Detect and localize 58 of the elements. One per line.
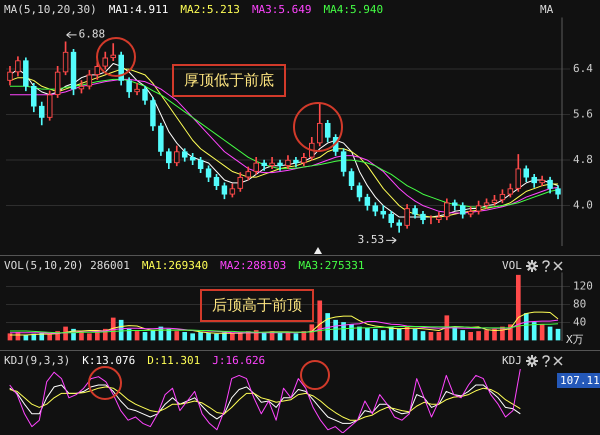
text: KDJ [502, 354, 522, 367]
y-tick-label: 6.4 [573, 62, 594, 76]
text: MA1:269340 [142, 259, 208, 272]
bar [380, 330, 386, 340]
y-tick-label: 4.0 [573, 198, 593, 212]
y-tick-label: 5.6 [573, 108, 593, 121]
bar [357, 326, 362, 340]
candlestick [78, 80, 84, 94]
bar [428, 332, 434, 340]
bar [516, 274, 521, 340]
bar [278, 332, 282, 340]
bar [134, 331, 140, 340]
bar [532, 322, 537, 340]
bar [436, 332, 442, 340]
bar [492, 328, 497, 340]
bar [8, 333, 12, 340]
bar [468, 332, 473, 340]
bar [420, 331, 426, 340]
bar [349, 324, 354, 340]
text: MA2:5.213 [180, 3, 240, 16]
bar [556, 328, 560, 340]
bar [373, 328, 378, 340]
text: MA4:5.940 [324, 3, 384, 16]
annotation: 厚顶低于前底 [172, 64, 286, 97]
chart-title: KDJ(9,3,3) [4, 354, 70, 367]
bar [142, 332, 148, 340]
bar [540, 324, 544, 340]
text: 107.11 [557, 373, 600, 388]
bar [47, 334, 52, 340]
y-tick-label: 4.8 [573, 152, 593, 166]
text: MA3:275331 [298, 259, 365, 272]
chart-title: MA(5,10,20,30) [4, 3, 97, 16]
bar [484, 330, 489, 340]
series-label: K:13.076 [82, 354, 136, 367]
text: D:11.301 [147, 354, 200, 367]
bar [214, 334, 219, 340]
bar [174, 331, 180, 340]
series-label: J:16.626 [212, 354, 266, 367]
bar [548, 326, 552, 340]
text: X万 [566, 332, 584, 347]
bar [412, 328, 418, 340]
annotation: 6.88 [78, 28, 106, 41]
text: VOL [502, 259, 522, 272]
text: MA [540, 3, 554, 16]
bar [460, 330, 466, 340]
y-tick-label: 40 [573, 315, 586, 328]
bar [150, 330, 156, 340]
bar [476, 331, 481, 340]
text: MA1:4.911 [108, 3, 168, 16]
annotation: 后顶高于前顶 [200, 289, 314, 322]
y-tick-label: 120 [573, 279, 593, 292]
annotation: 3.53 [358, 233, 384, 246]
text: MA2:288103 [220, 259, 286, 272]
bar [182, 332, 188, 340]
bar [206, 332, 211, 340]
text: MA3:5.649 [252, 3, 312, 16]
chart-title: VOL(5,10,20) 286001 [4, 259, 130, 272]
y-tick-label: 80 [573, 297, 586, 310]
